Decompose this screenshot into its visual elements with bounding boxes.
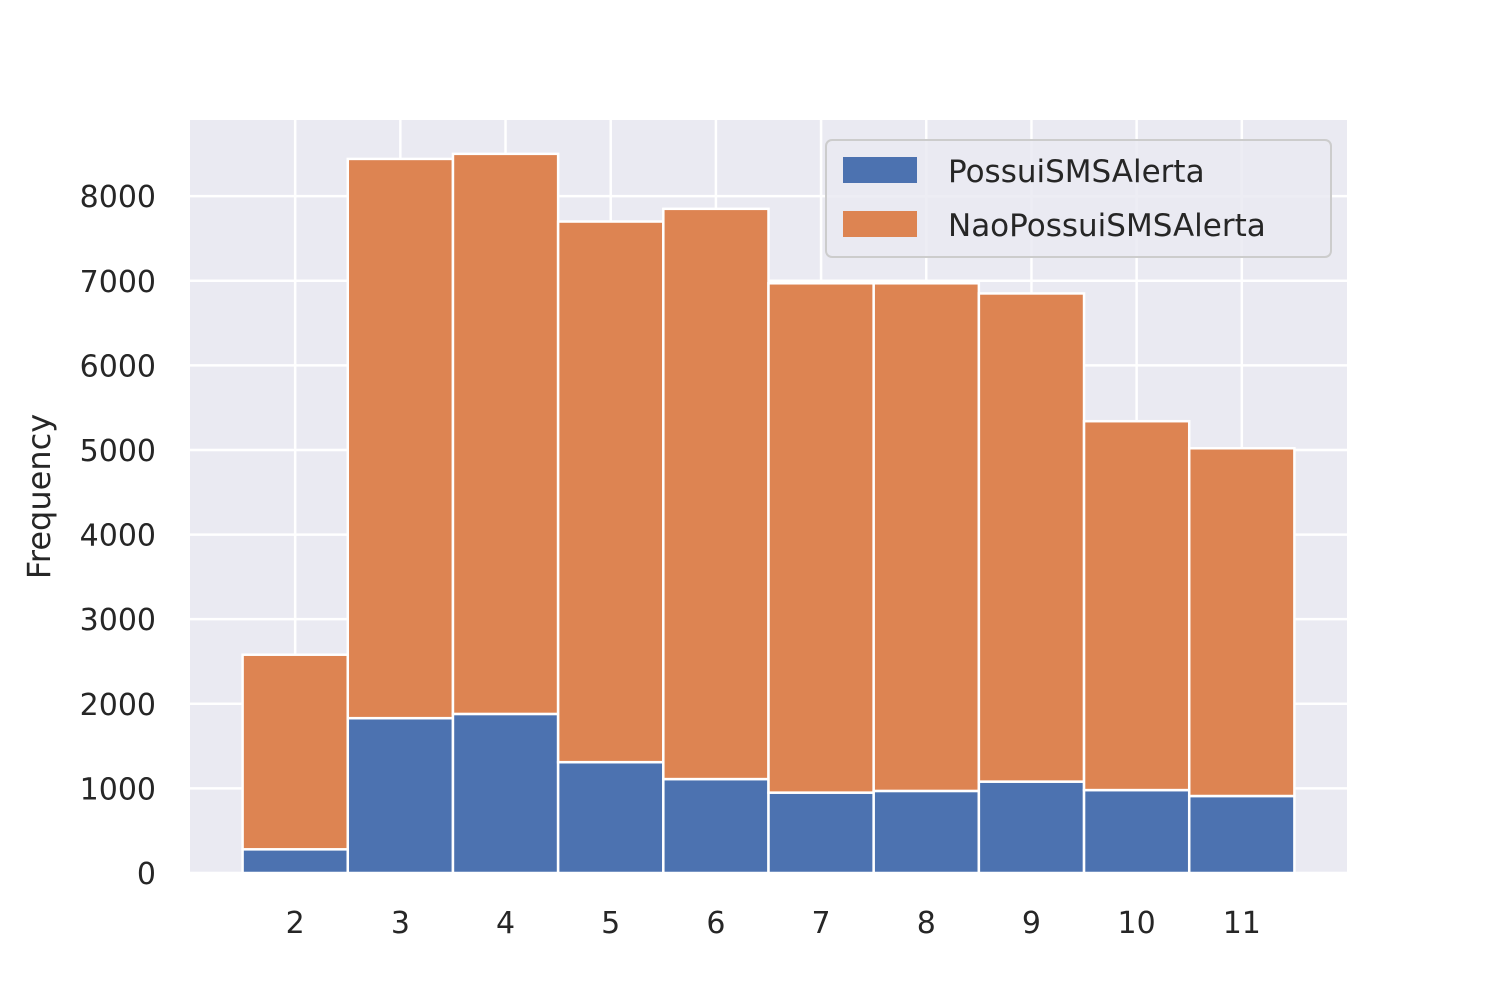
legend-swatch <box>843 211 917 237</box>
x-tick-label: 3 <box>391 906 410 941</box>
x-tick-label: 5 <box>601 906 620 941</box>
bar-possuismsalerta-11 <box>1187 794 1296 875</box>
bar-naopossuismsalerta-9 <box>977 292 1086 783</box>
y-axis-title: Frequency <box>20 414 58 579</box>
bar-possuismsalerta-5 <box>556 760 665 875</box>
y-tick-label: 2000 <box>80 688 156 723</box>
bar-naopossuismsalerta-2 <box>241 653 350 851</box>
bar-naopossuismsalerta-8 <box>872 282 981 793</box>
x-tick-label: 11 <box>1223 906 1261 941</box>
bar-possuismsalerta-9 <box>977 780 1086 875</box>
bar-naopossuismsalerta-5 <box>556 220 665 764</box>
legend-box <box>825 139 1332 258</box>
y-axis-ticks: 0 1000 2000 3000 4000 5000 6000 7000 8000 <box>80 180 156 892</box>
bar-naopossuismsalerta-11 <box>1187 447 1296 798</box>
x-tick-label: 2 <box>286 906 305 941</box>
x-tick-label: 9 <box>1022 906 1041 941</box>
x-tick-label: 10 <box>1118 906 1156 941</box>
y-tick-label: 8000 <box>80 180 156 215</box>
y-tick-label: 4000 <box>80 519 156 554</box>
bar-possuismsalerta-2 <box>241 848 350 875</box>
x-axis-ticks: 2 3 4 5 6 7 8 9 10 11 <box>286 906 1261 941</box>
bar-possuismsalerta-7 <box>767 791 875 875</box>
x-tick-label: 7 <box>812 906 831 941</box>
y-tick-label: 0 <box>137 857 156 892</box>
bar-naopossuismsalerta-3 <box>346 157 455 720</box>
legend: PossuiSMSAlerta NaoPossuiSMSAlerta <box>825 139 1332 258</box>
y-tick-label: 6000 <box>80 349 156 384</box>
y-tick-label: 5000 <box>80 434 156 469</box>
bar-naopossuismsalerta-7 <box>767 282 875 794</box>
bar-naopossuismsalerta-4 <box>451 152 560 716</box>
bars <box>241 152 1296 875</box>
x-tick-label: 4 <box>496 906 515 941</box>
legend-label: PossuiSMSAlerta <box>948 154 1205 190</box>
y-tick-label: 1000 <box>80 772 156 807</box>
y-tick-label: 3000 <box>80 603 156 638</box>
bar-possuismsalerta-3 <box>346 716 455 875</box>
legend-label: NaoPossuiSMSAlerta <box>948 208 1266 244</box>
x-tick-label: 6 <box>706 906 725 941</box>
bar-possuismsalerta-10 <box>1082 788 1191 875</box>
bar-naopossuismsalerta-6 <box>662 207 770 781</box>
x-tick-label: 8 <box>917 906 936 941</box>
bar-naopossuismsalerta-10 <box>1082 419 1191 792</box>
legend-swatch <box>843 157 917 183</box>
bar-possuismsalerta-4 <box>451 712 560 875</box>
bar-possuismsalerta-6 <box>662 777 770 875</box>
bar-possuismsalerta-8 <box>872 789 981 875</box>
y-tick-label: 7000 <box>80 265 156 300</box>
